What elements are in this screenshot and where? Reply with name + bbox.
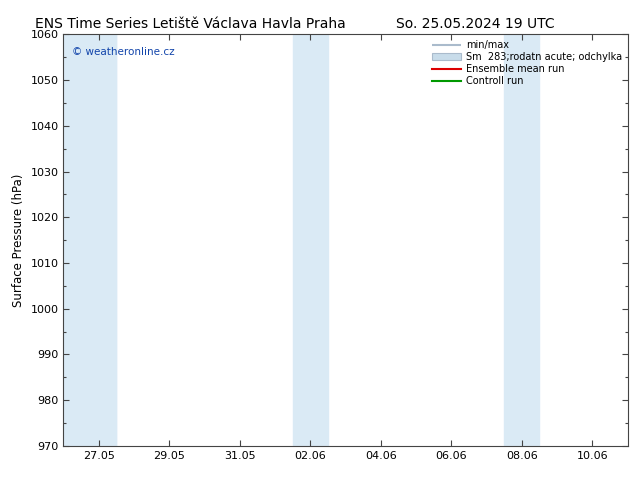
Bar xyxy=(504,34,540,446)
Text: © weatheronline.cz: © weatheronline.cz xyxy=(72,47,174,57)
Bar xyxy=(293,34,328,446)
Text: So. 25.05.2024 19 UTC: So. 25.05.2024 19 UTC xyxy=(396,17,555,31)
Bar xyxy=(63,34,116,446)
Text: ENS Time Series Letiště Václava Havla Praha: ENS Time Series Letiště Václava Havla Pr… xyxy=(35,17,346,31)
Legend: min/max, Sm  283;rodatn acute; odchylka, Ensemble mean run, Controll run: min/max, Sm 283;rodatn acute; odchylka, … xyxy=(429,37,624,89)
Y-axis label: Surface Pressure (hPa): Surface Pressure (hPa) xyxy=(12,173,25,307)
Bar xyxy=(81,34,116,446)
